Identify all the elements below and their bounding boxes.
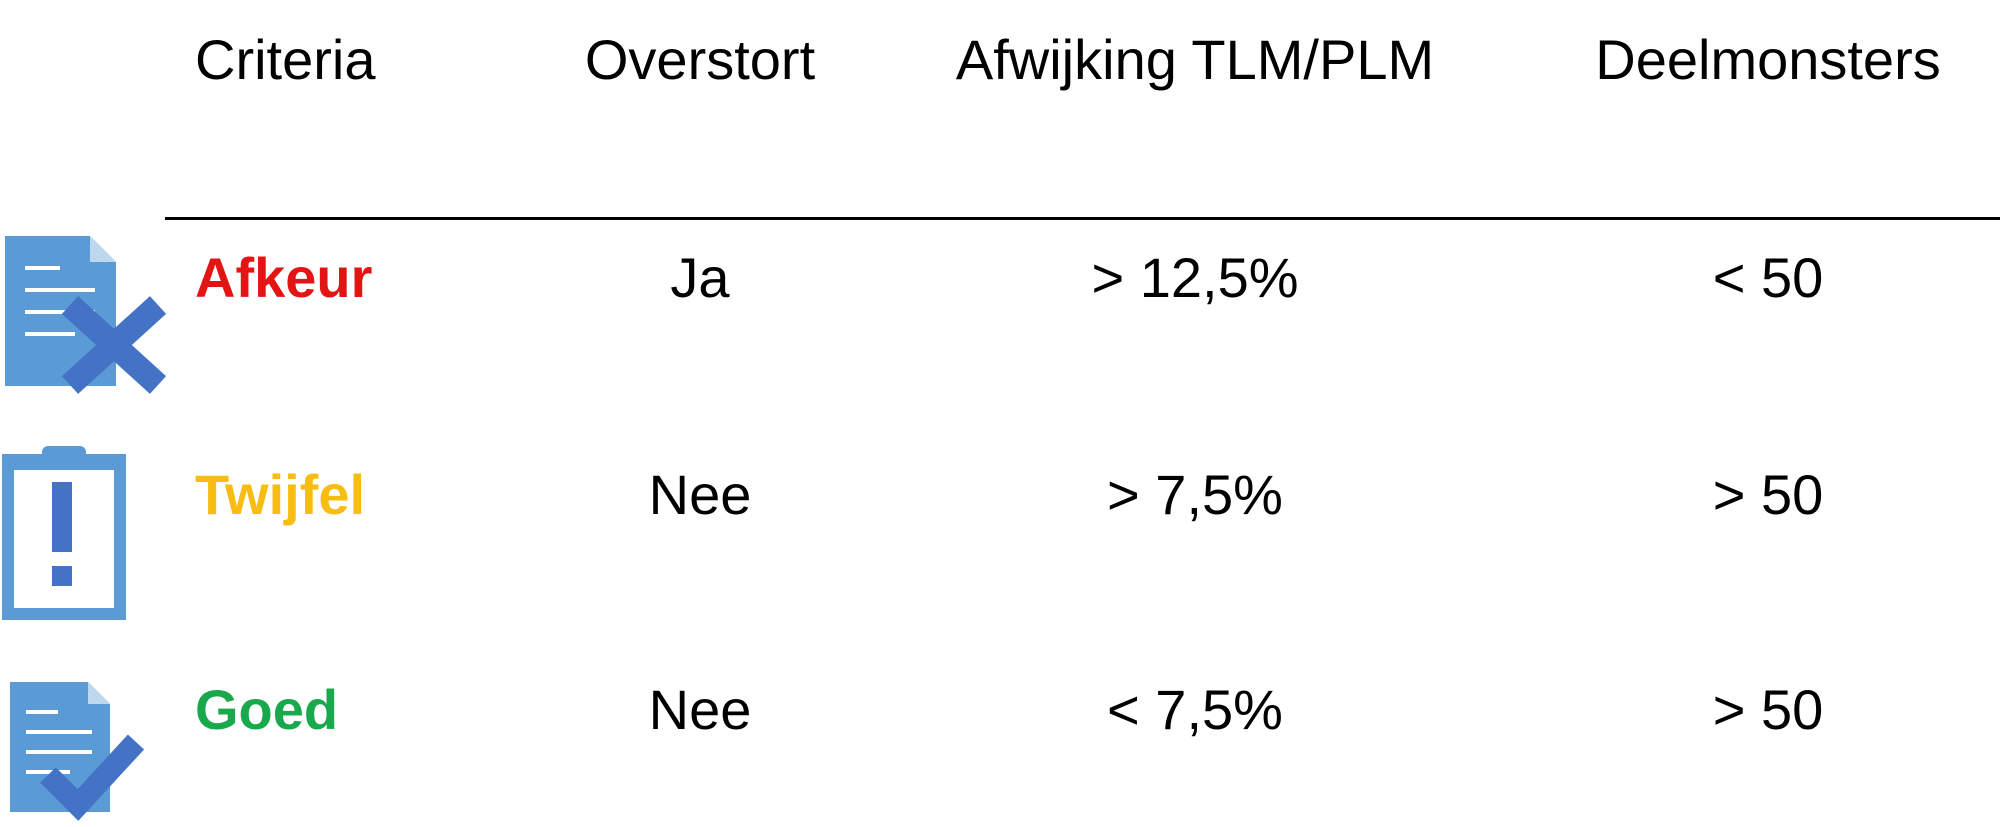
header-cell: Criteria: [195, 28, 376, 91]
cell: Nee: [648, 463, 752, 526]
header-cell: Deelmonsters: [1595, 28, 1941, 91]
header-cell: Afwijking TLM/PLM: [955, 28, 1435, 91]
cell: > 50: [1712, 678, 1824, 741]
row-label: Goed: [195, 678, 339, 741]
header-rule: [165, 217, 2000, 220]
cell: < 50: [1712, 246, 1824, 309]
icons: [2, 236, 167, 821]
good-icon: [10, 682, 145, 821]
reject-icon: [5, 236, 167, 394]
header-cell: Overstort: [584, 28, 816, 91]
doubt-icon: [2, 446, 126, 620]
cell: < 7,5%: [1107, 678, 1283, 741]
row-label: Twijfel: [195, 463, 366, 526]
cell: Nee: [648, 678, 752, 741]
row-label: Afkeur: [195, 246, 373, 309]
cell: > 12,5%: [1091, 246, 1299, 309]
cell: > 50: [1712, 463, 1824, 526]
cell: > 7,5%: [1107, 463, 1283, 526]
cell: Ja: [670, 246, 730, 309]
